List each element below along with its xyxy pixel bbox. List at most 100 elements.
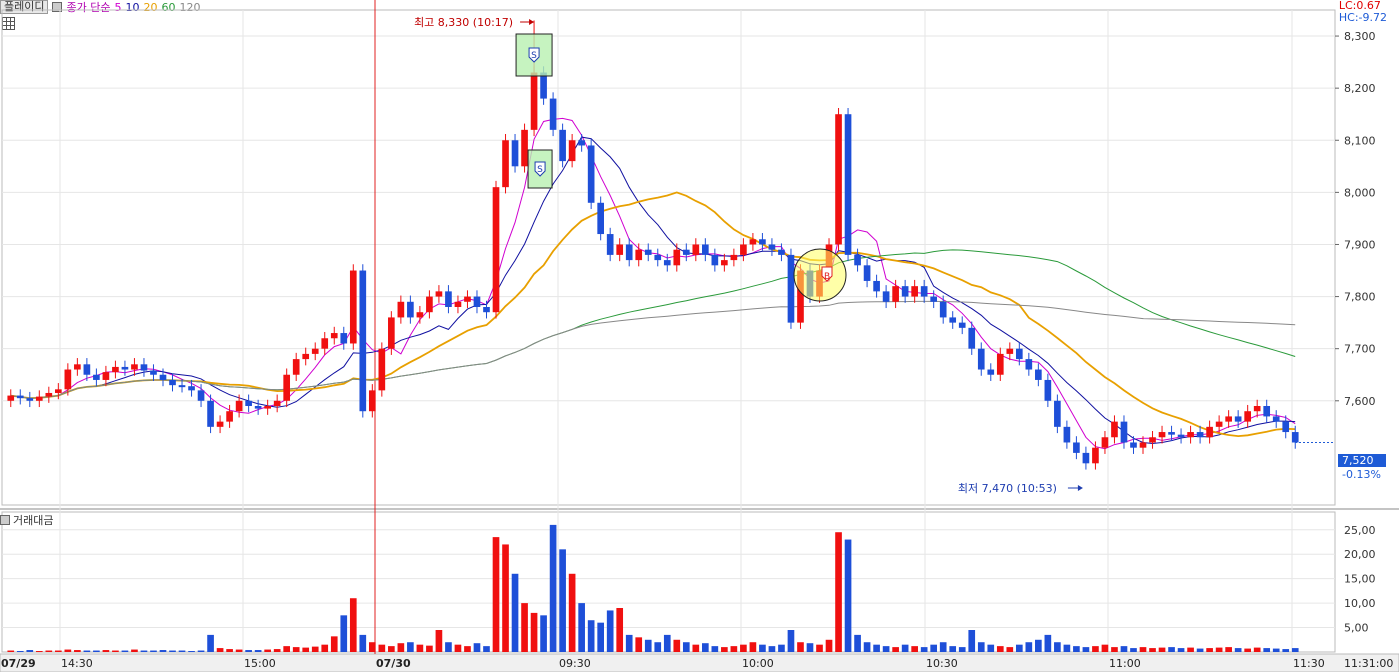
candle-body [359,270,367,412]
price-tick-label: 7,800 [1344,291,1376,304]
candle-body [1044,379,1052,401]
candle-body [549,98,557,130]
volume-bar [1158,647,1166,652]
price-tick-label: 7,900 [1344,238,1376,251]
candle-body [235,400,243,412]
candle-body [407,301,414,318]
volume-bar [83,650,91,652]
volume-bar [1291,648,1299,652]
lc-hc-readout: LC:0.67 HC:-9.72 [1339,0,1387,24]
volume-bar [207,634,214,652]
volume-bar [159,650,167,652]
time-tick-label: 11:00 [1109,657,1141,670]
volume-bar [654,642,662,652]
volume-bar [216,648,224,652]
volume-bar [1177,648,1185,652]
price-tick-label: 8,200 [1344,82,1376,95]
volume-bar [1149,648,1156,652]
volume-bar [1244,648,1251,652]
candle-body [1196,432,1204,438]
volume-settings-icon[interactable] [0,515,10,525]
candle-body [1073,442,1080,453]
candle-body [540,72,547,99]
volume-bar [1215,647,1223,652]
volume-bar [692,644,700,652]
candle-body [911,286,918,297]
time-tick-label: 11:30 [1293,657,1325,670]
sell-marker-label: S [537,165,543,175]
volume-bar [112,650,119,652]
volume-bar [740,644,747,652]
volume-bar [1092,646,1099,652]
current-change-label: -0.13% [1342,468,1381,481]
candle-body [1215,421,1223,427]
candle-body [340,333,348,344]
candle-body [121,366,129,370]
volume-bar [483,646,490,652]
candle-body [616,244,624,255]
ma-line-120 [10,300,1296,399]
volume-bar [559,549,566,652]
candle-body [511,140,519,167]
volume-bar [388,646,395,652]
volume-bar [445,642,452,652]
candle-body [1225,416,1232,422]
candle-body [330,333,338,339]
volume-bar [226,649,233,652]
volume-bar [264,649,271,652]
candle-body [1158,432,1166,438]
ma-line-5 [10,117,1296,450]
volume-bar [939,642,947,652]
time-tick-label: 11:31:00 [1344,657,1393,670]
volume-bar [721,647,728,652]
candle-body [939,301,947,318]
candle-body [1139,442,1147,448]
price-tick-label: 8,300 [1344,30,1376,43]
candle-body [473,296,481,307]
volume-bar [759,644,766,652]
sell-marker-label: S [531,51,537,61]
volume-bar [825,639,833,652]
volume-bar [977,642,985,652]
volume-bar [378,644,386,652]
candle-body [131,364,138,370]
volume-bar [920,647,928,652]
volume-bar [711,646,719,652]
volume-bar [473,643,481,652]
volume-bar [968,630,976,652]
volume-tick-label: 5,00 [1344,622,1369,635]
volume-panel-frame [1,511,1336,653]
volume-bar [540,615,547,652]
volume-bar [502,544,509,652]
time-axis-bar [0,653,1399,672]
volume-bar [1196,648,1204,652]
volume-bar [949,646,957,652]
candle-body [35,396,43,401]
lc-value: LC:0.67 [1338,0,1381,12]
volume-bar [597,622,604,652]
candle-body [654,254,662,261]
time-tick-label: 15:00 [244,657,276,670]
candle-body [1206,426,1213,438]
volume-bar [1139,647,1147,652]
candle-body [1263,406,1271,417]
volume-bar [806,643,814,652]
volume-bar [663,634,671,652]
candle-body [977,348,985,370]
candle-body [426,296,433,313]
candle-body [682,249,690,255]
candle-body [673,249,681,266]
candle-body [559,129,566,162]
volume-bar [121,650,129,652]
volume-tick-label: 20,00 [1344,548,1376,561]
ma-settings-icon[interactable] [52,2,63,12]
candle-body [64,369,72,390]
volume-panel-header: 거래대금 [0,512,53,528]
candle-body [1282,421,1290,433]
ma-line-10 [10,136,1296,445]
volume-bar [787,630,795,652]
volume-bar [1015,644,1023,652]
volume-bar [359,634,367,652]
volume-bar [606,610,614,652]
